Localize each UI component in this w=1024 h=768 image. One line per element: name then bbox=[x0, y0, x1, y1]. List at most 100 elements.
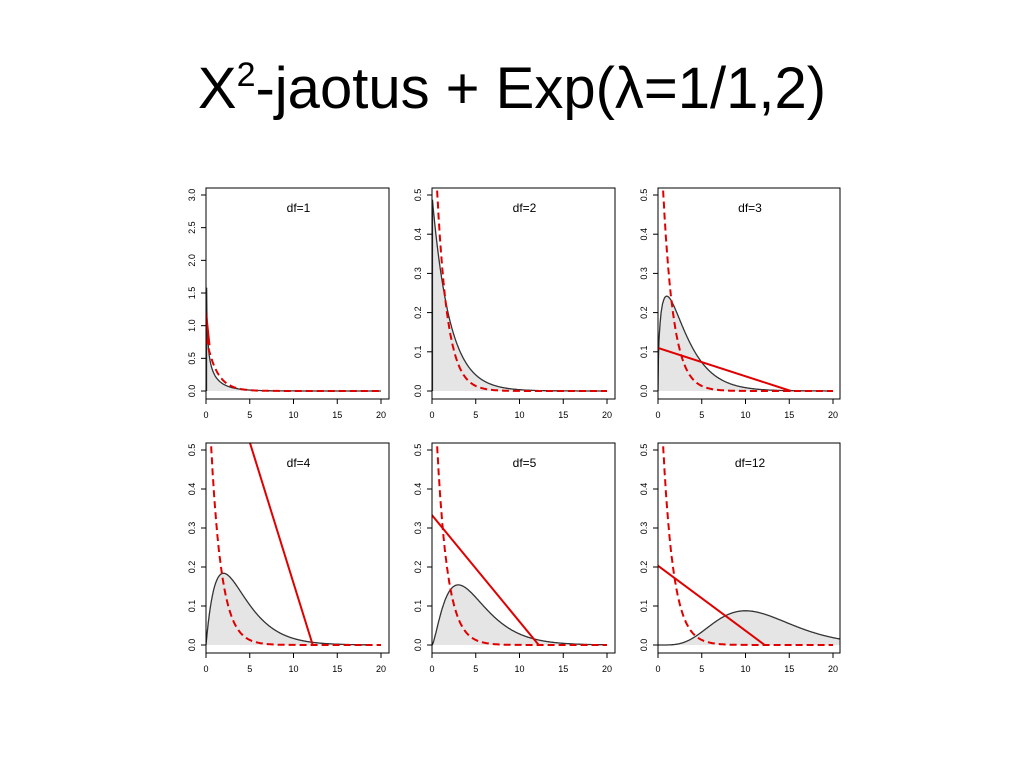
y-tick-label: 0.0 bbox=[413, 385, 423, 398]
y-tick-label: 0.2 bbox=[413, 561, 423, 574]
exponential-dashed-curve bbox=[206, 337, 381, 392]
x-tick-label: 20 bbox=[602, 664, 612, 674]
x-tick-label: 10 bbox=[514, 410, 524, 420]
density-shaded-area bbox=[206, 287, 381, 391]
x-tick-label: 5 bbox=[247, 664, 252, 674]
x-tick-label: 5 bbox=[699, 664, 704, 674]
x-tick-label: 15 bbox=[332, 664, 342, 674]
x-tick-label: 15 bbox=[784, 664, 794, 674]
panel-title: df=4 bbox=[287, 456, 311, 470]
y-tick-label: 0.2 bbox=[639, 306, 649, 319]
y-tick-label: 0.4 bbox=[413, 228, 423, 241]
title-rest: -jaotus + Exp(λ=1/1,2) bbox=[255, 56, 827, 121]
exponential-dashed-curve bbox=[436, 443, 607, 646]
y-tick-label: 0.2 bbox=[413, 306, 423, 319]
panel-title: df=1 bbox=[287, 201, 311, 215]
plot-area bbox=[206, 443, 381, 646]
x-tick-label: 0 bbox=[655, 664, 660, 674]
panel-frame bbox=[205, 187, 390, 400]
plot-area bbox=[658, 188, 833, 392]
x-tick-label: 10 bbox=[514, 664, 524, 674]
y-tick-label: 2.5 bbox=[187, 221, 197, 234]
density-shaded-area bbox=[206, 573, 373, 645]
density-shaded-area bbox=[658, 610, 840, 645]
chart-panel-5: 0 5 10 15 20 0.0 0.1 0.2 0.3 0.4 0.5 df=5 bbox=[413, 442, 616, 674]
x-tick-label: 15 bbox=[558, 410, 568, 420]
y-tick-label: 0.5 bbox=[413, 189, 423, 202]
panel-title: df=3 bbox=[738, 201, 762, 215]
density-curve bbox=[658, 295, 833, 392]
y-tick-label: 0.0 bbox=[639, 385, 649, 398]
y-tick-label: 0.0 bbox=[187, 639, 197, 652]
y-tick-label: 0.0 bbox=[413, 639, 423, 652]
x-tick-label: 10 bbox=[740, 664, 750, 674]
y-tick-label: 0.0 bbox=[187, 385, 197, 398]
chart-panel-6: 0 5 10 15 20 0.0 0.1 0.2 0.3 0.4 0.5 df=12 bbox=[639, 442, 841, 674]
x-tick-label: 20 bbox=[376, 410, 386, 420]
density-curve bbox=[206, 287, 381, 392]
x-tick-label: 0 bbox=[203, 664, 208, 674]
x-tick-label: 15 bbox=[784, 410, 794, 420]
y-tick-label: 0.4 bbox=[187, 483, 197, 496]
y-tick-label: 1.5 bbox=[187, 287, 197, 300]
chart-panel-2: 0 5 10 15 20 0.0 0.1 0.2 0.3 0.4 0.5 df=2 bbox=[413, 187, 616, 420]
plot-area bbox=[658, 443, 840, 646]
y-tick-label: 0.5 bbox=[639, 189, 649, 202]
red-straight-line bbox=[658, 346, 792, 392]
y-tick-label: 0.3 bbox=[187, 522, 197, 535]
y-tick-label: 0.4 bbox=[639, 483, 649, 496]
density-shaded-area bbox=[432, 199, 607, 391]
y-tick-label: 0.2 bbox=[187, 561, 197, 574]
y-tick-label: 0.3 bbox=[639, 267, 649, 280]
density-shaded-area bbox=[432, 584, 607, 645]
panel-frame bbox=[657, 187, 841, 400]
y-tick-label: 0.3 bbox=[413, 522, 423, 535]
slide-title: X2-jaotus + Exp(λ=1/1,2) bbox=[0, 58, 1024, 118]
plot-area bbox=[432, 443, 607, 646]
y-tick-label: 0.5 bbox=[187, 352, 197, 365]
density-shaded-area bbox=[658, 296, 833, 391]
panel-title: df=2 bbox=[513, 201, 537, 215]
density-curve bbox=[432, 199, 607, 392]
panel-frame bbox=[205, 442, 390, 654]
plot-area bbox=[432, 188, 607, 392]
x-tick-label: 5 bbox=[473, 664, 478, 674]
red-straight-line bbox=[432, 513, 540, 646]
panel-frame bbox=[431, 442, 616, 654]
exponential-dashed-curve bbox=[662, 188, 833, 392]
exponential-dashed-curve bbox=[662, 443, 833, 646]
title-superscript: 2 bbox=[236, 56, 256, 94]
x-tick-label: 5 bbox=[699, 410, 704, 420]
density-curve bbox=[432, 584, 607, 646]
y-tick-label: 0.5 bbox=[187, 444, 197, 457]
exponential-dashed-curve bbox=[210, 443, 381, 646]
y-tick-label: 1.0 bbox=[187, 319, 197, 332]
y-tick-label: 2.0 bbox=[187, 254, 197, 267]
x-tick-label: 10 bbox=[288, 410, 298, 420]
y-tick-label: 0.1 bbox=[187, 600, 197, 613]
x-tick-label: 20 bbox=[376, 664, 386, 674]
x-tick-label: 15 bbox=[558, 664, 568, 674]
red-straight-line bbox=[248, 443, 314, 646]
x-tick-label: 5 bbox=[473, 410, 478, 420]
red-straight-line bbox=[206, 312, 211, 346]
panel-title: df=5 bbox=[513, 456, 537, 470]
x-tick-label: 20 bbox=[828, 664, 838, 674]
x-tick-label: 0 bbox=[429, 410, 434, 420]
y-tick-label: 0.2 bbox=[639, 561, 649, 574]
exponential-dashed-curve bbox=[436, 188, 607, 392]
panel-title: df=12 bbox=[735, 456, 766, 470]
chart-panel-1: 0 5 10 15 20 0.0 0.5 1.0 1.5 2.0 2.5 3.0 df=1 bbox=[187, 187, 390, 420]
x-tick-label: 10 bbox=[288, 664, 298, 674]
y-tick-label: 0.5 bbox=[413, 444, 423, 457]
y-tick-label: 3.0 bbox=[187, 189, 197, 202]
y-tick-label: 0.0 bbox=[639, 639, 649, 652]
x-tick-label: 0 bbox=[429, 664, 434, 674]
title-base: X bbox=[197, 56, 237, 121]
panel-frame bbox=[657, 442, 841, 654]
x-tick-label: 20 bbox=[828, 410, 838, 420]
y-tick-label: 0.4 bbox=[639, 228, 649, 241]
plot-area bbox=[206, 287, 381, 392]
y-tick-label: 0.3 bbox=[413, 267, 423, 280]
